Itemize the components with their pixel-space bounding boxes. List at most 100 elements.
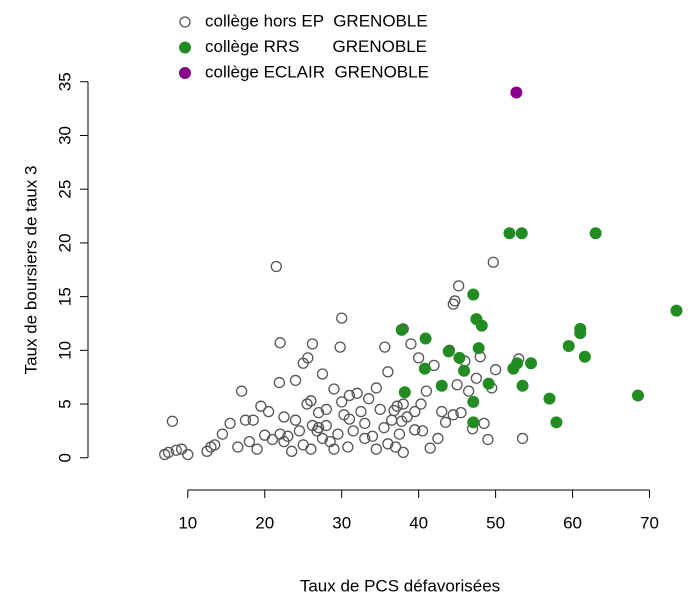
point — [482, 433, 494, 446]
legend-marker — [179, 67, 191, 79]
x-tick-label: 60 — [563, 513, 582, 532]
point — [336, 312, 348, 324]
point — [442, 345, 455, 358]
point — [398, 386, 411, 399]
point — [282, 430, 294, 442]
x-tick-label: 70 — [640, 513, 659, 532]
point — [419, 332, 432, 345]
point — [405, 338, 417, 350]
legend-label: collège hors EP GRENOBLE — [205, 11, 428, 30]
point — [589, 227, 602, 240]
point — [458, 364, 471, 377]
point — [482, 377, 495, 390]
point — [467, 395, 480, 408]
y-axis-label: Taux de boursiers de taux 3 — [21, 166, 40, 375]
point — [432, 432, 444, 445]
point — [370, 382, 382, 394]
point — [336, 396, 348, 408]
point — [312, 406, 325, 419]
point — [472, 342, 485, 355]
point — [439, 416, 452, 428]
point — [409, 424, 421, 436]
point — [451, 379, 463, 391]
point — [305, 443, 317, 455]
point — [388, 404, 400, 417]
point — [305, 395, 317, 407]
point — [328, 383, 340, 395]
x-axis-label: Taux de PCS défavorisées — [300, 576, 500, 595]
point — [379, 341, 391, 353]
point — [316, 432, 329, 445]
y-tick-label: 0 — [55, 453, 74, 462]
point — [236, 385, 248, 397]
x-tick-label: 30 — [332, 513, 351, 532]
point — [359, 432, 371, 445]
point — [510, 86, 523, 99]
point — [487, 256, 499, 268]
point — [262, 405, 275, 418]
point — [447, 409, 459, 421]
point — [347, 425, 359, 437]
x-tick-label: 40 — [409, 513, 428, 532]
point — [378, 422, 390, 434]
y-tick-label: 10 — [55, 341, 74, 360]
point — [478, 417, 490, 430]
point — [453, 280, 465, 292]
point — [278, 411, 290, 423]
point — [209, 439, 221, 451]
point — [297, 439, 309, 451]
point — [289, 414, 302, 426]
point — [516, 379, 529, 392]
point — [382, 438, 394, 450]
y-tick-label: 5 — [55, 399, 74, 408]
point — [370, 443, 382, 455]
point — [424, 442, 436, 454]
point — [516, 432, 529, 445]
point — [550, 416, 563, 429]
point — [334, 341, 346, 353]
point — [232, 441, 244, 453]
point — [343, 389, 356, 402]
y-tick-label: 15 — [55, 287, 74, 306]
point — [362, 393, 375, 405]
x-tick-label: 10 — [178, 513, 197, 532]
x-tick-label: 20 — [255, 513, 274, 532]
point — [312, 422, 325, 434]
point — [562, 340, 575, 353]
legend-label: collège RRS GRENOBLE — [205, 37, 427, 56]
point — [670, 304, 683, 317]
point — [409, 405, 421, 418]
point — [366, 430, 379, 442]
point — [578, 350, 591, 363]
point — [525, 357, 538, 370]
point — [397, 446, 409, 459]
point — [255, 400, 267, 412]
point — [293, 425, 306, 437]
point — [393, 428, 406, 440]
point — [273, 376, 286, 389]
point — [259, 429, 271, 441]
point — [289, 374, 302, 387]
point — [467, 416, 480, 429]
point — [162, 446, 175, 459]
point — [166, 415, 179, 427]
point — [543, 392, 556, 405]
point — [328, 443, 340, 455]
point — [436, 405, 448, 418]
point — [397, 398, 409, 410]
y-tick-label: 20 — [55, 233, 74, 252]
point — [415, 398, 427, 410]
point — [413, 352, 425, 364]
point — [447, 298, 459, 310]
point — [420, 385, 432, 397]
y-tick-label: 30 — [55, 126, 74, 145]
x-tick-label: 50 — [486, 513, 505, 532]
y-tick-label: 35 — [55, 72, 74, 91]
point — [332, 428, 344, 440]
y-tick-label: 25 — [55, 180, 74, 199]
point — [359, 417, 371, 430]
point — [467, 288, 480, 301]
point — [386, 414, 398, 426]
point — [182, 448, 194, 461]
